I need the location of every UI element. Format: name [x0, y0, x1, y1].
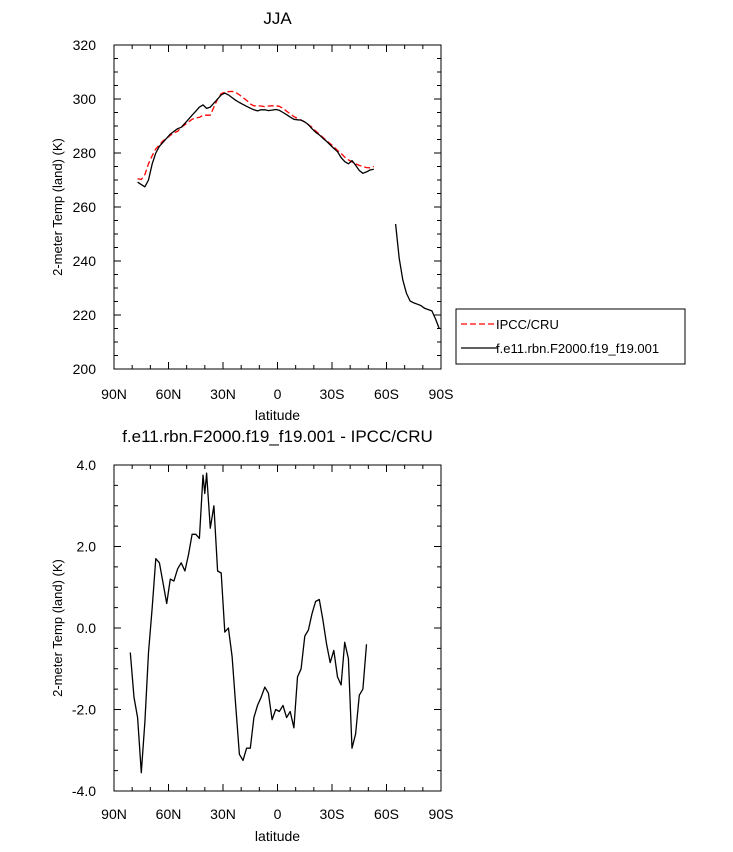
chart-title: f.e11.rbn.F2000.f19_f19.001 - IPCC/CRU — [122, 427, 433, 446]
y-tick-label: 220 — [73, 307, 97, 323]
x-tick-label: 60S — [374, 806, 399, 822]
x-tick-label: 60N — [156, 386, 182, 402]
plot-frame — [113, 44, 442, 370]
x-axis-label: latitude — [255, 407, 300, 423]
legend-box — [455, 308, 686, 365]
x-tick-label: 90S — [429, 806, 454, 822]
y-tick-label: 200 — [73, 361, 97, 377]
x-tick-label: 30N — [210, 806, 236, 822]
series-line-1 — [137, 92, 374, 188]
x-axis-label: latitude — [255, 828, 300, 844]
x-tick-label: 90N — [101, 806, 127, 822]
y-tick-label: 300 — [73, 91, 97, 107]
x-tick-label: 0 — [274, 386, 282, 402]
y-tick-label: 240 — [73, 253, 97, 269]
legend-label-1: f.e11.rbn.F2000.f19_f19.001 — [496, 341, 659, 356]
chart-title: JJA — [263, 9, 292, 28]
y-axis-label: 2-meter Temp (land) (K) — [50, 138, 65, 276]
y-tick-label: 4.0 — [77, 457, 97, 473]
y-tick-label: 0.0 — [77, 620, 97, 636]
y-tick-label: 260 — [73, 199, 97, 215]
x-tick-label: 60N — [156, 806, 182, 822]
y-tick-label: 320 — [73, 37, 97, 53]
series-line-1 — [394, 223, 440, 329]
series-line-0 — [129, 472, 368, 774]
y-axis-label: 2-meter Temp (land) (K) — [50, 559, 65, 697]
x-tick-label: 90N — [101, 386, 127, 402]
plot-frame — [113, 464, 442, 792]
series-line-0 — [137, 90, 375, 181]
y-tick-label: -2.0 — [72, 702, 96, 718]
x-tick-label: 30S — [320, 806, 345, 822]
y-tick-label: 2.0 — [77, 539, 97, 555]
x-tick-label: 0 — [274, 806, 282, 822]
x-tick-label: 30N — [210, 386, 236, 402]
y-tick-label: -4.0 — [72, 783, 96, 799]
y-tick-label: 280 — [73, 145, 97, 161]
legend-label-0: IPCC/CRU — [496, 317, 559, 332]
x-tick-label: 90S — [429, 386, 454, 402]
x-tick-label: 60S — [374, 386, 399, 402]
x-tick-label: 30S — [320, 386, 345, 402]
